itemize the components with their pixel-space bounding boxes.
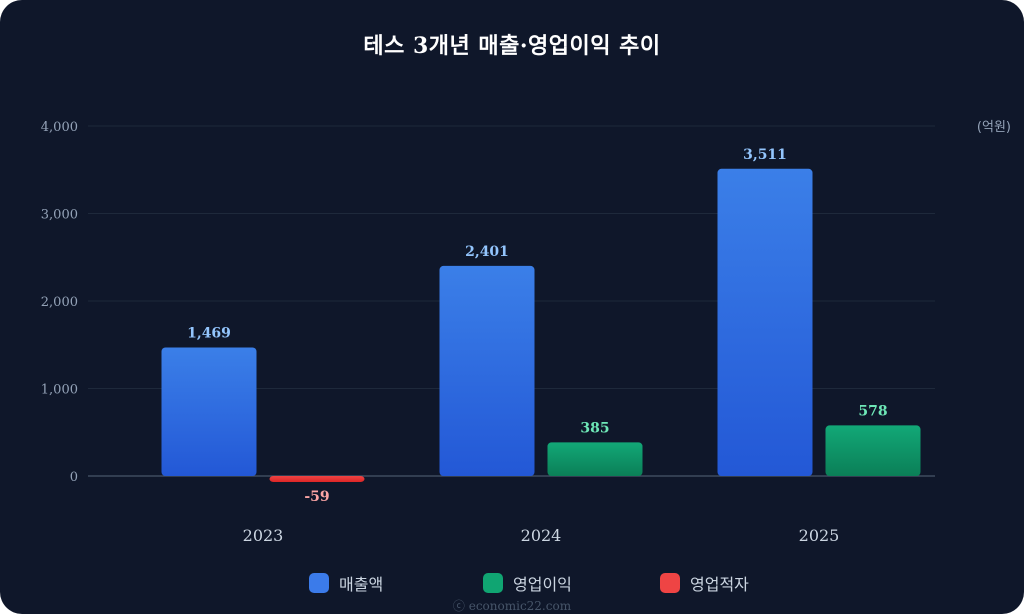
data-label: 385 (580, 420, 609, 436)
legend-swatch-operating-profit (483, 573, 503, 593)
legend-item-sales[interactable]: 매출액 (309, 571, 383, 595)
legend-label-sales: 매출액 (339, 575, 384, 594)
legend-swatch-operating-loss (660, 573, 680, 593)
bar-매출액 (161, 347, 257, 476)
data-label: 2,401 (465, 244, 509, 260)
y-tick-label: 2,000 (41, 295, 78, 310)
unit-label: (억원) (977, 120, 1011, 135)
bar-매출액 (717, 168, 813, 476)
bar-매출액 (439, 265, 535, 476)
legend-label-operating-profit: 영업이익 (513, 575, 572, 594)
chart-title: 테스 3개년 매출·영업이익 추이 (363, 33, 661, 59)
legend-label-operating-loss: 영업적자 (690, 575, 749, 594)
legend-item-operating-loss[interactable]: 영업적자 (660, 571, 749, 595)
legend: 매출액 영업이익 영업적자 (0, 571, 1024, 597)
bar-영업이익 (825, 425, 921, 476)
bar-영업적자 (269, 476, 365, 482)
legend-swatch-sales (309, 573, 329, 593)
y-tick-label: 4,000 (41, 120, 78, 135)
data-label: 3,511 (743, 147, 787, 163)
credit-text: ⓒ economic22.com (452, 599, 572, 613)
y-tick-label: 3,000 (41, 208, 78, 223)
bar-영업이익 (547, 442, 643, 476)
x-tick-label: 2024 (521, 526, 562, 545)
data-label: 1,469 (187, 325, 231, 341)
y-tick-label: 1,000 (41, 383, 78, 398)
x-tick-label: 2025 (799, 526, 840, 545)
legend-item-operating-profit[interactable]: 영업이익 (483, 571, 572, 595)
data-label: 578 (858, 403, 887, 419)
x-tick-label: 2023 (243, 526, 284, 545)
data-label: -59 (304, 489, 329, 505)
y-tick-label: 0 (70, 470, 78, 485)
